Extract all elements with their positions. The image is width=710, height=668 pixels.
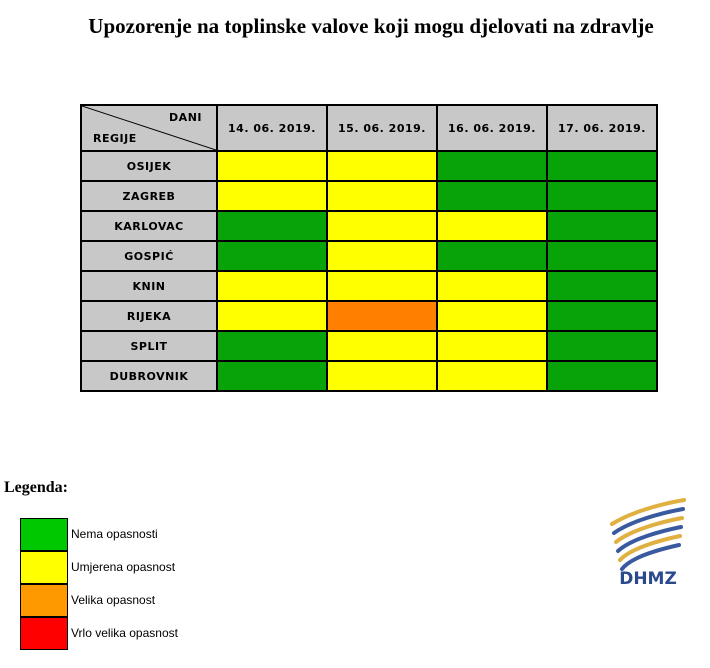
legend-swatch: [20, 551, 68, 584]
region-label: RIJEKA: [80, 300, 218, 332]
warning-level-cell: [326, 210, 438, 242]
warning-level-cell: [216, 270, 328, 302]
warning-level-cell: [326, 360, 438, 392]
region-label: SPLIT: [80, 330, 218, 362]
warning-level-cell: [546, 330, 658, 362]
legend-title: Legenda:: [4, 479, 68, 496]
warning-level-cell: [546, 150, 658, 182]
table-header-row: DANI REGIJE 14. 06. 2019. 15. 06. 2019. …: [80, 104, 658, 152]
warning-level-cell: [216, 150, 328, 182]
legend-label: Vrlo velika opasnost: [71, 626, 178, 640]
date-header: 17. 06. 2019.: [546, 104, 658, 152]
logo-text: DHMZ: [619, 569, 677, 589]
corner-diagonal-line: [82, 106, 216, 150]
table-body: OSIJEK ZAGREB KARLOVAC GOSPIĆ KNIN RIJEKA SPLI…: [80, 150, 658, 392]
legend-swatch: [20, 617, 68, 650]
logo-stripe: [616, 525, 683, 553]
region-label: KARLOVAC: [80, 210, 218, 242]
warning-level-cell: [546, 360, 658, 392]
warning-level-cell: [436, 210, 548, 242]
date-header: 15. 06. 2019.: [326, 104, 438, 152]
table-row: KARLOVAC: [80, 210, 658, 242]
region-label: OSIJEK: [80, 150, 218, 182]
warning-level-cell: [546, 180, 658, 212]
warning-level-cell: [216, 300, 328, 332]
warning-level-cell: [216, 330, 328, 362]
warning-level-cell: [436, 270, 548, 302]
logo-stripe: [610, 498, 686, 526]
legend-label: Velika opasnost: [71, 593, 156, 607]
table-row: ZAGREB: [80, 180, 658, 212]
table-row: OSIJEK: [80, 150, 658, 182]
warning-level-cell: [216, 180, 328, 212]
warning-level-cell: [546, 270, 658, 302]
table-row: SPLIT: [80, 330, 658, 362]
warning-level-cell: [436, 180, 548, 212]
dhmz-logo-icon: DHMZ: [610, 498, 686, 589]
logo-stripe: [618, 534, 682, 562]
region-label: GOSPIĆ: [80, 240, 218, 272]
warning-level-cell: [216, 210, 328, 242]
legend-label: Umjerena opasnost: [71, 560, 176, 574]
date-header: 14. 06. 2019.: [216, 104, 328, 152]
warning-level-cell: [436, 150, 548, 182]
warning-level-cell: [216, 360, 328, 392]
warning-level-cell: [326, 240, 438, 272]
table-row: DUBROVNIK: [80, 360, 658, 392]
warning-level-cell: [216, 240, 328, 272]
date-header: 16. 06. 2019.: [436, 104, 548, 152]
warning-level-cell: [546, 210, 658, 242]
table-row: KNIN: [80, 270, 658, 302]
warning-level-cell: [436, 240, 548, 272]
region-label: ZAGREB: [80, 180, 218, 212]
warning-level-cell: [326, 330, 438, 362]
warning-level-cell: [436, 300, 548, 332]
logo-stripe: [612, 507, 685, 535]
legend-swatch: [20, 518, 68, 551]
logo-stripe: [614, 516, 684, 544]
warning-level-cell: [546, 300, 658, 332]
legend-swatch: [20, 584, 68, 617]
table-row: RIJEKA: [80, 300, 658, 332]
table-row: GOSPIĆ: [80, 240, 658, 272]
heat-warning-table: DANI REGIJE 14. 06. 2019. 15. 06. 2019. …: [80, 104, 658, 392]
legend-label: Nema opasnosti: [71, 527, 158, 541]
warning-level-cell: [326, 180, 438, 212]
page-title: Upozorenje na toplinske valove koji mogu…: [88, 14, 654, 38]
warning-level-cell: [436, 360, 548, 392]
warning-level-cell: [436, 330, 548, 362]
corner-label-regions: REGIJE: [93, 132, 137, 145]
warning-level-cell: [326, 270, 438, 302]
table-corner-cell: DANI REGIJE: [80, 104, 218, 152]
warning-level-cell: [546, 240, 658, 272]
logo-stripe: [620, 543, 681, 571]
corner-label-days: DANI: [169, 111, 202, 124]
warning-level-cell: [326, 150, 438, 182]
region-label: KNIN: [80, 270, 218, 302]
region-label: DUBROVNIK: [80, 360, 218, 392]
warning-level-cell: [326, 300, 438, 332]
